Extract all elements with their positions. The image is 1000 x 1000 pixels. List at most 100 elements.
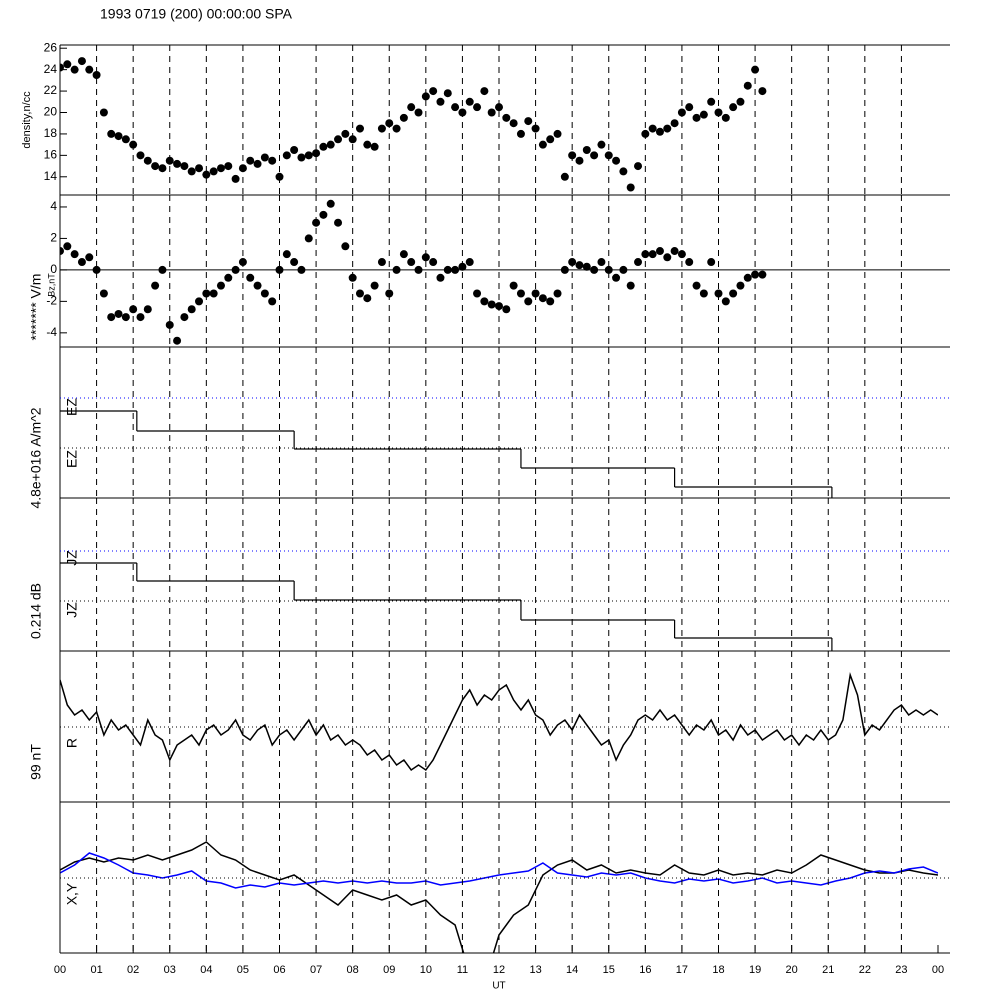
data-point [341, 129, 350, 138]
x-tick-label: 15 [603, 964, 615, 976]
data-point [326, 199, 335, 208]
x-tick-label: 22 [859, 964, 871, 976]
data-point [619, 167, 628, 176]
x-tick-label: 04 [200, 964, 212, 976]
data-point [202, 170, 211, 179]
x-tick-label: 03 [164, 964, 176, 976]
x-tick-label: 05 [237, 964, 249, 976]
x-tick-label: 16 [639, 964, 651, 976]
data-point [60, 247, 64, 256]
scale-label: ******* V/m [28, 274, 44, 341]
data-point [648, 250, 657, 259]
data-point [121, 135, 130, 144]
data-point [436, 273, 445, 282]
data-point [612, 156, 621, 165]
data-point [70, 65, 79, 74]
data-point [429, 87, 438, 96]
data-point [304, 234, 313, 243]
y-axis-label: density,n/cc [21, 91, 33, 149]
data-point [224, 273, 233, 282]
x-tick-label: 10 [420, 964, 432, 976]
data-point [282, 250, 291, 259]
data-point [85, 65, 94, 74]
data-point [546, 297, 555, 306]
data-point [312, 149, 321, 158]
data-point [414, 108, 423, 117]
data-point [231, 174, 240, 183]
x-tick-label: 13 [529, 964, 541, 976]
data-point [319, 210, 328, 219]
data-point [253, 281, 262, 290]
chart-title: 1993 0719 (200) 00:00:00 SPA [100, 6, 293, 22]
data-point [685, 103, 694, 112]
data-point [224, 162, 233, 171]
data-point [582, 262, 591, 271]
x-tick-label: 14 [566, 964, 578, 976]
data-point [707, 258, 716, 267]
data-point [502, 113, 511, 122]
data-point [370, 142, 379, 151]
x-tick-label: 23 [895, 964, 907, 976]
data-point [634, 258, 643, 267]
data-point [173, 159, 182, 168]
data-point [699, 110, 708, 119]
data-point [385, 289, 394, 298]
x-tick-label: 09 [383, 964, 395, 976]
data-point [180, 162, 189, 171]
data-point [451, 103, 460, 112]
scale-label: 4.8e+016 A/m^2 [28, 407, 44, 508]
data-point [304, 151, 313, 160]
x-axis-label: UT [492, 981, 505, 992]
data-point [626, 281, 635, 290]
data-point [553, 129, 562, 138]
x-tick-label: 08 [347, 964, 359, 976]
y-tick-label: 24 [44, 62, 58, 76]
data-point [268, 156, 277, 165]
x-tick-label: 02 [127, 964, 139, 976]
data-point [297, 153, 306, 162]
data-point [648, 124, 657, 133]
data-point [407, 103, 416, 112]
data-point [480, 87, 489, 96]
data-point [290, 258, 299, 267]
data-point [187, 305, 196, 314]
x-tick-label: 01 [90, 964, 102, 976]
data-point [195, 297, 204, 306]
data-point [114, 132, 123, 141]
data-point [736, 281, 745, 290]
data-point [436, 97, 445, 106]
y-tick-label: 14 [44, 169, 58, 183]
data-point [209, 167, 218, 176]
scale-label: 0.214 dB [28, 583, 44, 639]
data-point [531, 289, 540, 298]
data-point [560, 172, 569, 181]
data-point [377, 258, 386, 267]
panel [60, 410, 833, 498]
data-point [721, 113, 730, 122]
data-point [136, 151, 145, 160]
data-point [107, 129, 116, 138]
data-point [107, 313, 116, 322]
data-point [699, 289, 708, 298]
y-tick-label: -2 [46, 294, 57, 308]
data-point [216, 164, 225, 173]
data-point [663, 253, 672, 262]
data-point [334, 218, 343, 227]
data-point [260, 289, 269, 298]
data-point [151, 162, 160, 171]
data-point [355, 289, 364, 298]
data-point [473, 289, 482, 298]
data-point [326, 140, 335, 149]
y-tick-label: 16 [44, 148, 58, 162]
data-point [487, 108, 496, 117]
data-point [546, 135, 555, 144]
data-point [531, 124, 540, 133]
data-point [319, 142, 328, 151]
data-point [114, 309, 123, 318]
data-point [509, 281, 518, 290]
data-point [421, 92, 430, 101]
data-point [99, 108, 108, 117]
data-point [421, 253, 430, 262]
